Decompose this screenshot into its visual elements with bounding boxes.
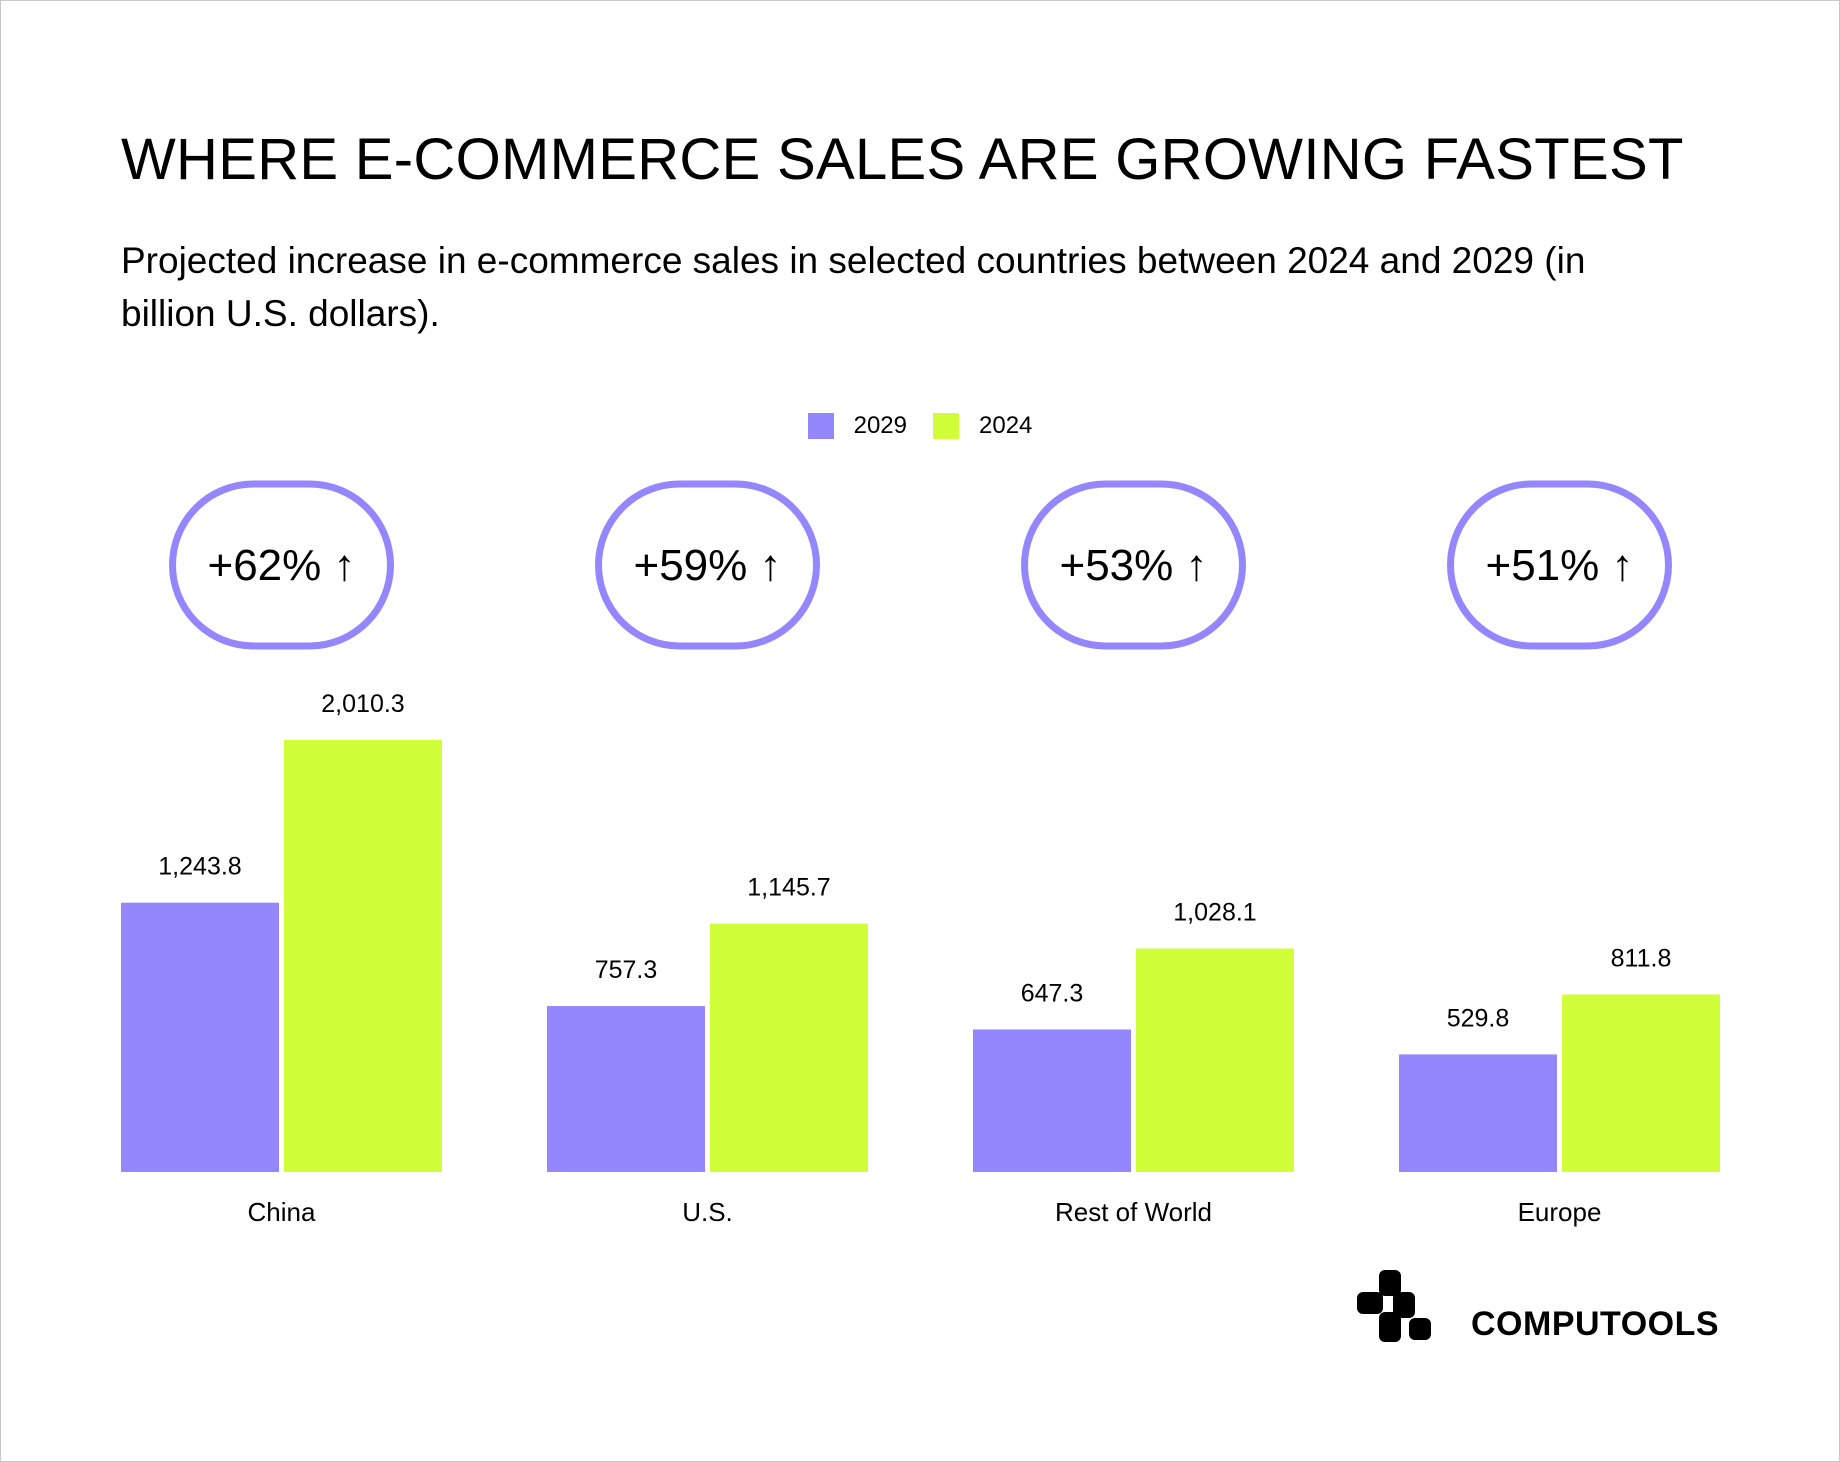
bar-2024 [1562,994,1720,1172]
growth-pill [169,480,394,650]
growth-pill [1021,480,1246,650]
data-label: 2,010.3 [321,690,404,718]
category-label: Europe [1518,1197,1602,1227]
legend-label-2029: 2029 [853,412,907,439]
brand-name: COMPUTOOLS [1471,1305,1720,1343]
category-label: U.S. [682,1197,733,1227]
computools-logo-icon [1357,1270,1431,1342]
bar-2029 [973,1029,1131,1172]
category-label: China [248,1197,316,1227]
growth-label: +62% ↑ [208,541,356,590]
legend-item-2024: 2024 [933,412,1032,440]
data-label: 529.8 [1447,1004,1510,1032]
data-label: 1,145.7 [747,874,830,902]
bar-2029 [1399,1054,1557,1172]
data-label: 757.3 [595,956,658,984]
data-label: 647.3 [1021,979,1084,1007]
computools-logo: COMPUTOOLS [1357,1270,1720,1343]
legend-item-2029: 2029 [807,412,907,440]
data-label: 1,243.8 [158,853,241,881]
data-label: 1,028.1 [1173,899,1256,927]
growth-label: +59% ↑ [634,541,782,590]
growth-pill [595,480,820,650]
bar-2029 [547,1006,705,1172]
legend-swatch-2029 [807,413,834,439]
bar-2024 [1136,948,1294,1172]
growth-pill [1447,480,1672,650]
legend-swatch-2024 [933,413,959,439]
growth-label: +51% ↑ [1486,541,1634,590]
category-label: Rest of World [1055,1197,1212,1227]
bar-2024 [284,739,442,1172]
chart-subtitle: Projected increase in e-commerce sales i… [121,240,1586,334]
growth-label: +53% ↑ [1060,541,1208,590]
legend: 2029 2024 [0,412,1840,440]
legend-label-2024: 2024 [979,412,1033,439]
data-label: 811.8 [1611,944,1672,972]
chart-title: WHERE E-COMMERCE SALES ARE GROWING FASTE… [121,127,1684,192]
bar-2024 [710,923,868,1172]
bar-2029 [121,902,279,1172]
